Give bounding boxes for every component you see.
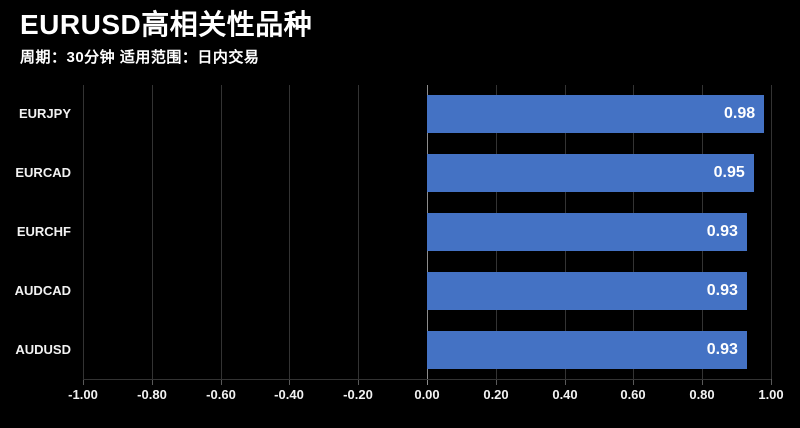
gridline: [358, 85, 359, 379]
x-axis-tick: [496, 379, 497, 385]
category-label: EURJPY: [18, 106, 71, 122]
x-axis-tick: [152, 379, 153, 385]
x-axis-tick-label: 0.60: [620, 387, 646, 402]
x-axis-tick: [702, 379, 703, 385]
x-axis-tick-label: 0.40: [552, 387, 578, 402]
x-axis-tick-label: -1.00: [68, 387, 98, 402]
category-label: AUDUSD: [15, 341, 71, 357]
x-axis-tick-label: 0.00: [414, 387, 440, 402]
bar: 0.93: [427, 271, 747, 310]
page-title: EURUSD高相关性品种: [20, 9, 313, 40]
bar-value-label: 0.93: [706, 281, 738, 299]
x-axis-tick: [633, 379, 634, 385]
bar: 0.95: [427, 154, 754, 193]
gridline: [289, 85, 290, 379]
x-axis-tick-label: 0.80: [689, 387, 715, 402]
gridline: [83, 85, 84, 379]
x-axis-tick-label: 1.00: [758, 387, 784, 402]
x-axis-tick-label: 0.20: [483, 387, 509, 402]
x-axis-tick-label: -0.20: [343, 387, 373, 402]
bar: 0.93: [427, 330, 747, 369]
gridline: [221, 85, 222, 379]
x-axis-tick: [565, 379, 566, 385]
category-label: EURCAD: [15, 165, 71, 181]
x-axis-tick: [221, 379, 222, 385]
x-axis-tick-label: -0.80: [137, 387, 167, 402]
category-label: EURCHF: [16, 224, 71, 239]
bar-value-label: 0.93: [706, 340, 738, 358]
category-label: AUDCAD: [14, 282, 71, 298]
x-axis-tick-label: -0.60: [206, 387, 236, 402]
chart-header: EURUSD高相关性品种 周期：30分钟 适用范围：日内交易: [20, 9, 312, 67]
x-axis-tick: [358, 379, 359, 385]
bar-value-label: 0.98: [723, 105, 756, 123]
bar-value-label: 0.95: [713, 164, 745, 182]
bar: 0.98: [427, 95, 765, 134]
gridline: [152, 85, 153, 379]
page-subtitle: 周期：30分钟 适用范围：日内交易: [20, 49, 260, 67]
x-axis-tick: [83, 379, 84, 385]
x-axis-tick-label: -0.40: [274, 387, 304, 402]
x-axis-tick: [289, 379, 290, 385]
x-axis-line: [83, 379, 771, 380]
x-axis-tick: [771, 379, 772, 385]
bar: 0.93: [427, 213, 747, 251]
gridline: [771, 85, 772, 379]
bar-value-label: 0.93: [706, 223, 738, 240]
